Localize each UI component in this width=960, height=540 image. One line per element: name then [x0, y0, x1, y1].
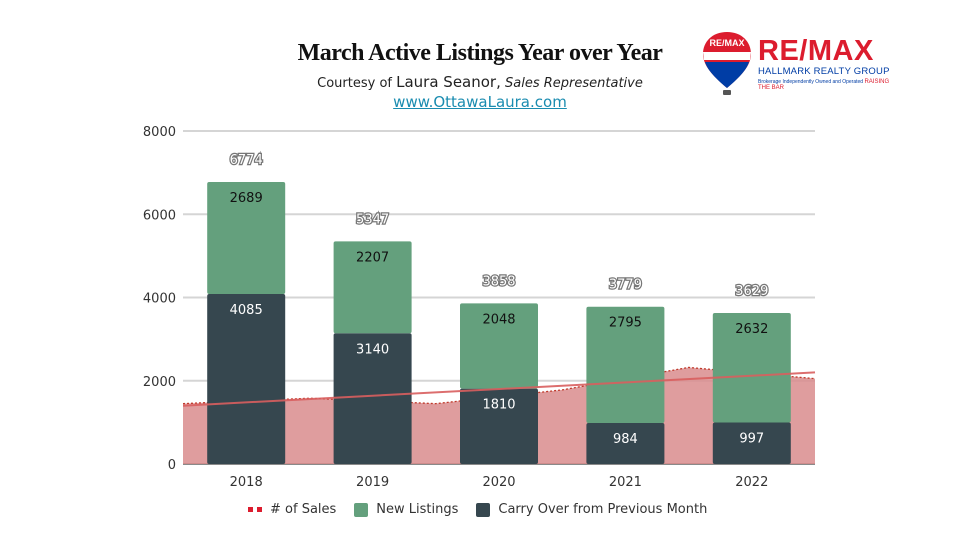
legend-carry-over-label: Carry Over from Previous Month — [498, 502, 708, 517]
agent-name: Laura Seanor, — [396, 73, 501, 91]
data-label-new-listings: 2632 — [735, 322, 768, 337]
data-label-new-listings: 2207 — [356, 250, 389, 265]
total-label: 3629 — [735, 284, 768, 299]
legend-item-new-listings[interactable]: New Listings — [354, 502, 458, 517]
data-label-carry-over: 3140 — [356, 342, 389, 357]
bar-new-listings — [460, 303, 538, 389]
x-tick-label: 2019 — [356, 475, 389, 490]
label-layer: 4085 2689 6774 2018 3140 2207 5347 2019 1810 2048… — [228, 152, 769, 490]
website-link[interactable]: www.OttawaLaura.com — [393, 93, 567, 111]
y-tick-label: 8000 — [143, 125, 176, 140]
brand-name: RE/MAX — [758, 35, 874, 67]
grid-layer: 0 2000 4000 6000 8000 — [143, 125, 815, 473]
y-tick-label: 2000 — [143, 375, 176, 390]
y-tick-label: 4000 — [143, 292, 176, 307]
legend-item-carry-over[interactable]: Carry Over from Previous Month — [476, 502, 707, 517]
data-label-new-listings: 2795 — [609, 316, 642, 331]
total-label: 6774 — [230, 153, 263, 168]
chart-title: March Active Listings Year over Year — [297, 40, 663, 66]
data-label-carry-over: 984 — [613, 432, 638, 447]
x-tick-label: 2018 — [230, 475, 263, 490]
x-tick-label: 2020 — [482, 475, 515, 490]
total-label: 3858 — [482, 274, 515, 289]
brand-tagline: Brokerage Independently Owned and Operat… — [758, 79, 900, 91]
slogan-text: RAISING THE BAR — [758, 79, 890, 91]
y-tick-label: 0 — [168, 458, 176, 473]
legend-sales-label: # of Sales — [270, 502, 337, 517]
bar-carry-over — [460, 388, 538, 464]
legend-sales-marker — [248, 507, 262, 512]
tagline-text: Brokerage Independently Owned and Operat… — [758, 79, 864, 85]
bar-new-listings — [333, 241, 412, 334]
bar-new-listings — [712, 312, 791, 423]
legend-item-sales[interactable]: # of Sales — [248, 502, 336, 517]
total-label: 3779 — [609, 278, 642, 293]
data-label-carry-over: 4085 — [230, 303, 263, 318]
bar-carry-over — [586, 423, 665, 464]
x-tick-label: 2021 — [609, 475, 642, 490]
brokerage-name: HALLMARK REALTY GROUP — [758, 66, 890, 77]
bar-carry-over — [712, 422, 791, 464]
data-label-carry-over: 1810 — [482, 398, 515, 413]
trend-layer — [182, 371, 816, 407]
sales-trendline — [182, 371, 816, 407]
legend-new-listings-swatch — [354, 502, 369, 517]
bar-carry-over — [207, 293, 286, 464]
bar-layer — [207, 182, 791, 464]
balloon-text: RE/MAX — [709, 38, 744, 48]
data-label-new-listings: 2689 — [230, 191, 263, 206]
chart-legend: # of Sales New Listings Carry Over from … — [248, 502, 707, 517]
agent-role: Sales Representative — [505, 76, 643, 91]
remax-logo: RE/MAX RE/MAX HALLMARK REALTY GROUP Brok… — [700, 30, 900, 100]
chart-subtitle: Courtesy of Laura Seanor, Sales Represen… — [230, 73, 730, 91]
legend-carry-over-swatch — [476, 502, 491, 517]
bar-new-listings — [207, 182, 286, 294]
bar-new-listings — [586, 306, 665, 424]
balloon-icon: RE/MAX — [703, 32, 751, 95]
data-label-carry-over: 997 — [739, 431, 764, 446]
bar-carry-over — [333, 333, 412, 464]
x-tick-label: 2022 — [735, 475, 768, 490]
chart-header: March Active Listings Year over Year Cou… — [230, 40, 730, 112]
subtitle-prefix: Courtesy of — [317, 76, 397, 91]
total-label: 5347 — [356, 212, 389, 227]
data-label-new-listings: 2048 — [482, 312, 515, 327]
y-tick-label: 6000 — [143, 208, 176, 223]
legend-new-listings-label: New Listings — [376, 502, 459, 517]
